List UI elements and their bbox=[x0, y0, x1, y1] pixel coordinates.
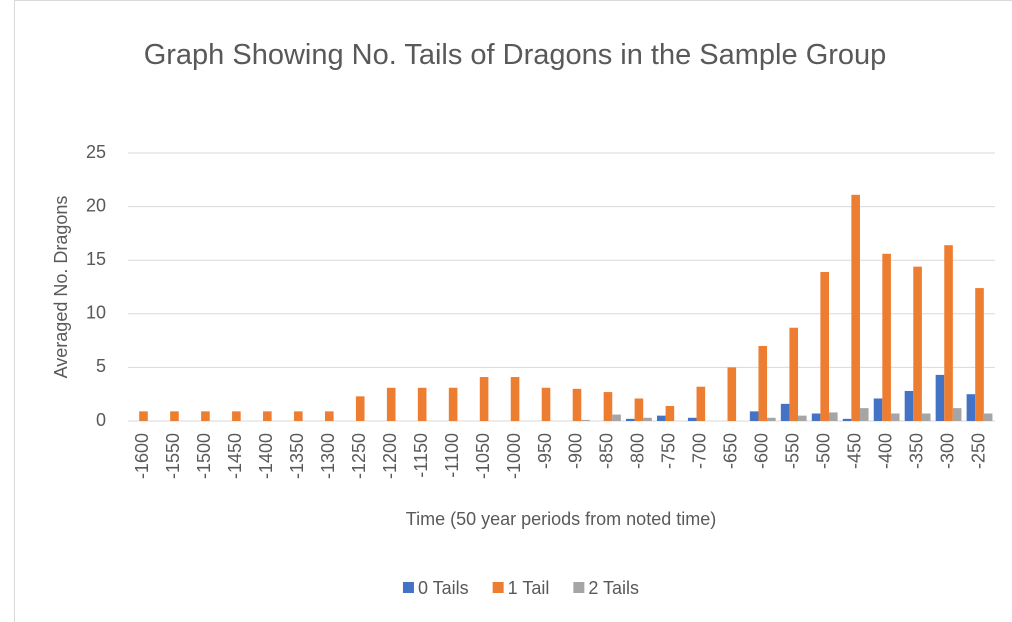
x-tick-label: -750 bbox=[659, 433, 679, 469]
bar bbox=[656, 415, 666, 421]
legend-swatch bbox=[573, 582, 585, 593]
x-tick-label: -1200 bbox=[380, 433, 400, 479]
x-tick-label: -1350 bbox=[287, 433, 307, 479]
x-tick-label: -850 bbox=[597, 433, 617, 469]
x-tick-label: -1100 bbox=[442, 433, 462, 478]
bar bbox=[758, 345, 768, 421]
bar bbox=[581, 419, 590, 421]
bar bbox=[749, 411, 759, 421]
bar bbox=[665, 405, 675, 421]
bar bbox=[811, 413, 821, 421]
bar bbox=[355, 396, 365, 421]
bar bbox=[510, 377, 520, 421]
bar bbox=[324, 411, 334, 421]
bar bbox=[687, 417, 697, 421]
x-tick-label: -300 bbox=[937, 433, 957, 469]
bar bbox=[417, 387, 427, 421]
bar bbox=[612, 414, 621, 421]
bar bbox=[828, 412, 838, 421]
legend-swatch bbox=[492, 582, 504, 593]
bar bbox=[851, 194, 860, 421]
bar bbox=[798, 415, 807, 421]
bar bbox=[448, 387, 458, 421]
y-tick-label: 15 bbox=[86, 249, 106, 269]
bar bbox=[975, 288, 984, 421]
y-tick-label: 5 bbox=[96, 356, 106, 376]
y-tick-label: 25 bbox=[86, 142, 106, 162]
x-tick-label: -1450 bbox=[225, 433, 245, 479]
x-tick-label: -1000 bbox=[504, 433, 524, 479]
bar bbox=[842, 418, 852, 421]
bar bbox=[935, 374, 945, 421]
x-tick-label: -1500 bbox=[194, 433, 214, 479]
legend-swatch bbox=[402, 582, 414, 593]
bar bbox=[232, 411, 241, 421]
bar bbox=[780, 403, 790, 421]
bar bbox=[643, 417, 652, 421]
x-tick-label: -1400 bbox=[256, 433, 276, 479]
bar bbox=[904, 390, 914, 421]
x-tick-label: -900 bbox=[566, 433, 586, 469]
chart-title: Graph Showing No. Tails of Dragons in th… bbox=[143, 39, 887, 71]
x-tick-label: -350 bbox=[906, 433, 926, 469]
x-tick-label: -550 bbox=[782, 433, 802, 469]
x-tick-label: -400 bbox=[875, 433, 895, 469]
bar bbox=[263, 411, 272, 421]
bar bbox=[541, 387, 551, 421]
y-tick-label: 20 bbox=[86, 195, 106, 215]
y-tick-label: 0 bbox=[96, 410, 106, 430]
bar bbox=[789, 327, 799, 421]
bar bbox=[873, 398, 883, 421]
bar bbox=[767, 417, 776, 421]
bar bbox=[626, 418, 635, 421]
x-tick-label: -800 bbox=[628, 433, 648, 469]
bar bbox=[983, 413, 993, 421]
bar bbox=[913, 266, 922, 421]
x-tick-label: -450 bbox=[844, 433, 864, 469]
bar bbox=[294, 411, 303, 421]
x-tick-label: -250 bbox=[968, 433, 988, 469]
bar bbox=[944, 245, 953, 421]
bar bbox=[859, 408, 869, 421]
x-tick-label: -1300 bbox=[318, 433, 338, 479]
bar bbox=[696, 386, 706, 421]
bar bbox=[201, 411, 210, 421]
x-tick-label: -1050 bbox=[473, 433, 493, 479]
x-tick-label: -1550 bbox=[163, 433, 183, 479]
bar bbox=[890, 413, 900, 421]
bar bbox=[921, 413, 931, 421]
y-axis-title: Averaged No. Dragons bbox=[51, 196, 71, 379]
x-tick-label: -1250 bbox=[349, 433, 369, 479]
x-tick-label: -950 bbox=[535, 433, 555, 469]
legend-label: 0 Tails bbox=[418, 578, 469, 598]
x-axis-title: Time (50 year periods from noted time) bbox=[406, 509, 716, 529]
y-tick-label: 10 bbox=[86, 303, 106, 323]
bar bbox=[634, 398, 644, 421]
legend-label: 2 Tails bbox=[588, 578, 639, 598]
x-tick-label: -650 bbox=[721, 433, 741, 469]
bar bbox=[572, 388, 582, 421]
x-tick-label: -500 bbox=[813, 433, 833, 469]
bar bbox=[139, 411, 148, 421]
chart-border bbox=[14, 0, 1012, 622]
x-tick-label: -1150 bbox=[411, 433, 431, 478]
bar bbox=[882, 253, 891, 421]
x-tick-label: -700 bbox=[690, 433, 710, 469]
legend-label: 1 Tail bbox=[508, 578, 550, 598]
bar bbox=[479, 377, 489, 421]
bar bbox=[170, 411, 179, 421]
bar bbox=[727, 367, 737, 421]
bar bbox=[952, 408, 962, 421]
x-tick-label: -600 bbox=[752, 433, 772, 469]
bar bbox=[820, 271, 829, 421]
bar bbox=[386, 387, 396, 421]
bar bbox=[603, 392, 613, 421]
bar bbox=[966, 394, 976, 421]
x-tick-label: -1600 bbox=[132, 433, 152, 479]
